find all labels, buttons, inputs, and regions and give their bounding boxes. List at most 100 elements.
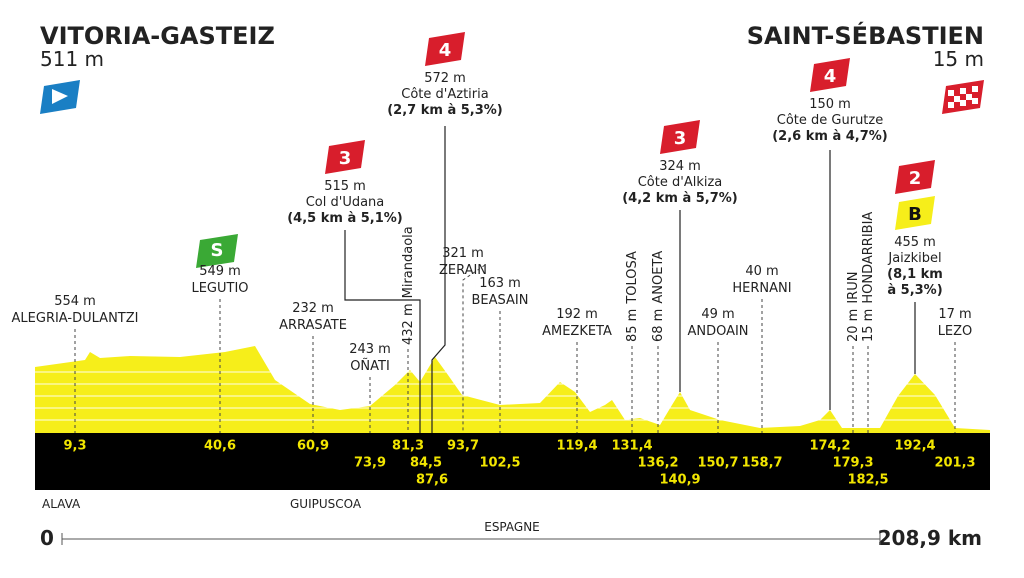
km-label: 9,3	[63, 439, 86, 454]
climb-badge	[895, 196, 935, 230]
climb-elevation: 572 m	[424, 71, 466, 86]
start-km: 0	[40, 526, 54, 550]
climb-stats: (8,1 km	[887, 267, 943, 282]
place-name: HONDARRIBIA	[861, 212, 876, 304]
start-elevation: 511 m	[40, 47, 104, 71]
place-elevation: 192 m	[556, 307, 598, 322]
climb-elevation: 324 m	[659, 159, 701, 174]
place-name: Mirandaola	[401, 226, 416, 298]
place-elevation: 68 m	[651, 309, 666, 342]
km-label: 84,5	[410, 456, 442, 471]
place-name: ZERAIN	[439, 263, 487, 278]
climb-badge	[425, 32, 465, 66]
climb-elevation: 455 m	[894, 235, 936, 250]
km-label: 102,5	[479, 456, 520, 471]
km-label: 87,6	[416, 473, 448, 488]
climb-category: B	[908, 204, 922, 225]
climb-elevation: 150 m	[809, 97, 851, 112]
km-label: 140,9	[659, 473, 700, 488]
place-name: ANDOAIN	[687, 324, 748, 339]
climb-line	[431, 126, 446, 433]
place-elevation: 85 m	[625, 309, 640, 342]
place-label: 15 m HONDARRIBIA	[861, 212, 876, 342]
km-label: 179,3	[832, 456, 873, 471]
place-elevation: 49 m	[701, 307, 734, 322]
sprint-badge	[196, 234, 238, 268]
place-label: 68 m ANOETA	[651, 251, 666, 342]
climb-name: Côte d'Aztiria	[401, 87, 488, 102]
km-label: 136,2	[637, 456, 678, 471]
place-elevation: 432 m	[401, 303, 416, 345]
climb-stats: (4,2 km à 5,7%)	[622, 191, 738, 206]
place-label: 432 m Mirandaola	[401, 226, 416, 345]
place-elevation: 163 m	[479, 276, 521, 291]
place-name: AMEZKETA	[542, 324, 612, 339]
climb-line	[344, 230, 421, 433]
place-elevation: 40 m	[745, 264, 778, 279]
start-arrow	[52, 89, 68, 104]
place-name: OÑATI	[350, 358, 390, 374]
climb-name: Côte de Gurutze	[777, 113, 883, 128]
place-line	[462, 264, 486, 433]
km-label: 158,7	[741, 456, 782, 471]
climb-category: 3	[339, 148, 352, 169]
finish-km: 208,9 km	[878, 526, 982, 550]
climb-category: 3	[674, 128, 687, 149]
climb-stats: (4,5 km à 5,1%)	[287, 211, 403, 226]
place-elevation: 554 m	[54, 294, 96, 309]
climb-badge	[660, 120, 700, 154]
finish-flag	[942, 80, 984, 114]
climb-stats: (2,6 km à 4,7%)	[772, 129, 888, 144]
climb-category: 4	[439, 40, 452, 61]
finish-elevation: 15 m	[933, 47, 984, 71]
place-name: ANOETA	[651, 251, 666, 304]
profile	[35, 346, 990, 433]
km-label: 131,4	[611, 439, 652, 454]
km-label: 93,7	[447, 439, 479, 454]
climb-name: Col d'Udana	[306, 195, 385, 210]
start-name: VITORIA-GASTEIZ	[40, 22, 275, 50]
place-name: BEASAIN	[472, 293, 529, 308]
region: GUIPUSCOA	[290, 497, 362, 511]
km-label: 192,4	[894, 439, 935, 454]
place-name: TOLOSA	[625, 251, 640, 305]
climb-name: Jaizkibel	[887, 251, 941, 266]
climb-badge	[895, 160, 935, 194]
km-label: 150,7	[697, 456, 738, 471]
place-name: LEGUTIO	[191, 281, 248, 296]
place-elevation: 321 m	[442, 246, 484, 261]
km-label: 73,9	[354, 456, 386, 471]
country: ESPAGNE	[484, 520, 540, 534]
km-label: 81,3	[392, 439, 424, 454]
km-label: 40,6	[204, 439, 236, 454]
finish-name: SAINT-SÉBASTIEN	[747, 21, 984, 50]
climb-stats: à 5,3%)	[887, 283, 942, 298]
climb-category: 4	[824, 66, 837, 87]
place-elevation: 232 m	[292, 301, 334, 316]
km-label: 174,2	[809, 439, 850, 454]
climb-badge	[325, 140, 365, 174]
km-band	[35, 433, 990, 490]
km-label: 182,5	[847, 473, 888, 488]
place-elevation: 243 m	[349, 342, 391, 357]
climb-category: 2	[909, 168, 922, 189]
km-label: 119,4	[556, 439, 597, 454]
place-name: IRUN	[846, 272, 861, 304]
place-elevation: 15 m	[861, 309, 876, 342]
climb-badge	[810, 58, 850, 92]
place-elevation: 20 m	[846, 309, 861, 342]
climb-name: Côte d'Alkiza	[638, 175, 723, 190]
place-name: ARRASATE	[279, 318, 347, 333]
place-elevation: 549 m	[199, 264, 241, 279]
region: ALAVA	[42, 497, 81, 511]
km-label: 60,9	[297, 439, 329, 454]
place-label: 20 m IRUN	[846, 272, 861, 342]
sprint-icon: S	[211, 240, 224, 261]
climb-elevation: 515 m	[324, 179, 366, 194]
place-elevation: 17 m	[938, 307, 971, 322]
profile-hatching	[35, 371, 990, 421]
km-label: 201,3	[934, 456, 975, 471]
place-name: LEZO	[938, 324, 973, 339]
place-label: 85 m TOLOSA	[625, 251, 640, 342]
